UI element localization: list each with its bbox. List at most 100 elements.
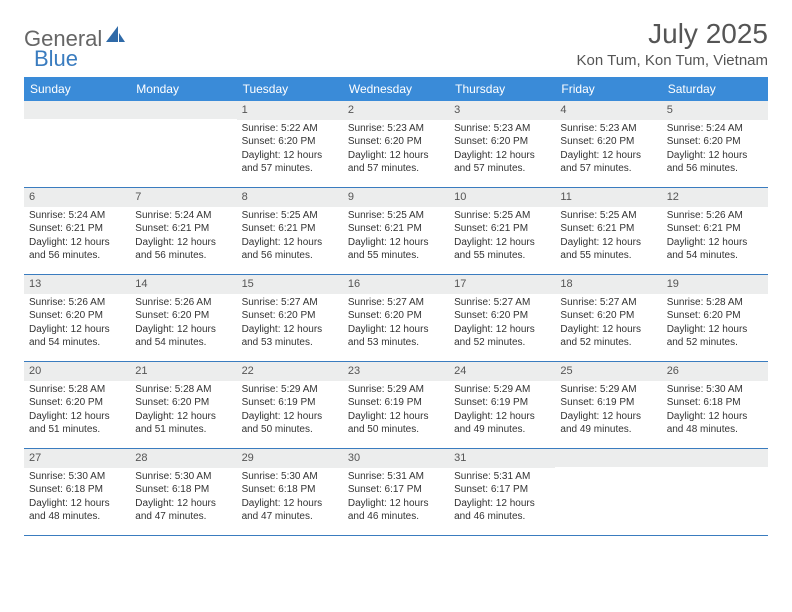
day-number: 31 — [449, 449, 555, 468]
day-line: Sunset: 6:18 PM — [667, 396, 763, 410]
dow-cell: Tuesday — [237, 77, 343, 101]
day-cell: 11Sunrise: 5:25 AMSunset: 6:21 PMDayligh… — [555, 188, 661, 274]
day-line: Daylight: 12 hours — [29, 410, 125, 424]
day-line: Daylight: 12 hours — [454, 149, 550, 163]
day-line: Sunset: 6:20 PM — [29, 309, 125, 323]
day-line: Sunset: 6:20 PM — [560, 135, 656, 149]
dow-cell: Friday — [555, 77, 661, 101]
header: General July 2025 Kon Tum, Kon Tum, Viet… — [24, 18, 768, 69]
day-cell: 1Sunrise: 5:22 AMSunset: 6:20 PMDaylight… — [237, 101, 343, 187]
day-line: Sunset: 6:21 PM — [454, 222, 550, 236]
day-line: Daylight: 12 hours — [135, 410, 231, 424]
day-line: Sunset: 6:18 PM — [135, 483, 231, 497]
day-line: Sunrise: 5:23 AM — [560, 122, 656, 136]
day-line: and 57 minutes. — [454, 162, 550, 176]
day-cell: 4Sunrise: 5:23 AMSunset: 6:20 PMDaylight… — [555, 101, 661, 187]
day-number — [24, 101, 130, 119]
day-body: Sunrise: 5:29 AMSunset: 6:19 PMDaylight:… — [343, 381, 449, 441]
day-number: 26 — [662, 362, 768, 381]
day-number: 28 — [130, 449, 236, 468]
day-cell: 30Sunrise: 5:31 AMSunset: 6:17 PMDayligh… — [343, 449, 449, 535]
day-line: Sunrise: 5:25 AM — [348, 209, 444, 223]
day-line: Sunrise: 5:24 AM — [29, 209, 125, 223]
day-body: Sunrise: 5:28 AMSunset: 6:20 PMDaylight:… — [662, 294, 768, 354]
day-line: Daylight: 12 hours — [348, 410, 444, 424]
day-line: Sunrise: 5:26 AM — [29, 296, 125, 310]
day-cell: 17Sunrise: 5:27 AMSunset: 6:20 PMDayligh… — [449, 275, 555, 361]
day-cell: 18Sunrise: 5:27 AMSunset: 6:20 PMDayligh… — [555, 275, 661, 361]
day-body: Sunrise: 5:23 AMSunset: 6:20 PMDaylight:… — [343, 120, 449, 180]
day-line: and 53 minutes. — [242, 336, 338, 350]
day-number: 16 — [343, 275, 449, 294]
day-number: 19 — [662, 275, 768, 294]
day-line: and 57 minutes. — [242, 162, 338, 176]
day-line: Sunset: 6:21 PM — [348, 222, 444, 236]
day-line: and 46 minutes. — [348, 510, 444, 524]
day-line: Sunrise: 5:22 AM — [242, 122, 338, 136]
day-body: Sunrise: 5:27 AMSunset: 6:20 PMDaylight:… — [343, 294, 449, 354]
calendar: SundayMondayTuesdayWednesdayThursdayFrid… — [24, 77, 768, 536]
day-body: Sunrise: 5:31 AMSunset: 6:17 PMDaylight:… — [343, 468, 449, 528]
day-body: Sunrise: 5:29 AMSunset: 6:19 PMDaylight:… — [449, 381, 555, 441]
day-cell: 27Sunrise: 5:30 AMSunset: 6:18 PMDayligh… — [24, 449, 130, 535]
day-line: Sunset: 6:21 PM — [560, 222, 656, 236]
day-body: Sunrise: 5:29 AMSunset: 6:19 PMDaylight:… — [237, 381, 343, 441]
day-line: Daylight: 12 hours — [454, 410, 550, 424]
day-number: 7 — [130, 188, 236, 207]
day-line: Sunrise: 5:28 AM — [29, 383, 125, 397]
day-body: Sunrise: 5:31 AMSunset: 6:17 PMDaylight:… — [449, 468, 555, 528]
day-number: 14 — [130, 275, 236, 294]
day-line: and 55 minutes. — [348, 249, 444, 263]
day-cell: 10Sunrise: 5:25 AMSunset: 6:21 PMDayligh… — [449, 188, 555, 274]
day-line: Sunrise: 5:23 AM — [454, 122, 550, 136]
day-line: Daylight: 12 hours — [348, 149, 444, 163]
day-line: Sunrise: 5:25 AM — [242, 209, 338, 223]
day-cell: 26Sunrise: 5:30 AMSunset: 6:18 PMDayligh… — [662, 362, 768, 448]
day-body: Sunrise: 5:25 AMSunset: 6:21 PMDaylight:… — [449, 207, 555, 267]
day-line: and 49 minutes. — [454, 423, 550, 437]
day-body: Sunrise: 5:27 AMSunset: 6:20 PMDaylight:… — [237, 294, 343, 354]
day-line: and 47 minutes. — [242, 510, 338, 524]
day-line: Sunset: 6:19 PM — [242, 396, 338, 410]
day-body: Sunrise: 5:23 AMSunset: 6:20 PMDaylight:… — [555, 120, 661, 180]
day-line: Sunrise: 5:30 AM — [242, 470, 338, 484]
day-line: Sunset: 6:17 PM — [454, 483, 550, 497]
day-line: and 54 minutes. — [135, 336, 231, 350]
day-line: Sunrise: 5:29 AM — [242, 383, 338, 397]
day-number: 15 — [237, 275, 343, 294]
day-line: Sunrise: 5:30 AM — [29, 470, 125, 484]
day-line: Daylight: 12 hours — [242, 236, 338, 250]
day-cell: 25Sunrise: 5:29 AMSunset: 6:19 PMDayligh… — [555, 362, 661, 448]
day-cell: 12Sunrise: 5:26 AMSunset: 6:21 PMDayligh… — [662, 188, 768, 274]
day-line: Sunset: 6:19 PM — [560, 396, 656, 410]
day-line: and 51 minutes. — [29, 423, 125, 437]
day-number — [555, 449, 661, 467]
day-line: Sunset: 6:21 PM — [29, 222, 125, 236]
day-line: and 57 minutes. — [560, 162, 656, 176]
day-cell: 22Sunrise: 5:29 AMSunset: 6:19 PMDayligh… — [237, 362, 343, 448]
day-number: 8 — [237, 188, 343, 207]
day-line: Daylight: 12 hours — [454, 497, 550, 511]
day-body: Sunrise: 5:25 AMSunset: 6:21 PMDaylight:… — [555, 207, 661, 267]
day-line: Daylight: 12 hours — [135, 236, 231, 250]
day-line: Daylight: 12 hours — [348, 236, 444, 250]
day-body: Sunrise: 5:26 AMSunset: 6:20 PMDaylight:… — [24, 294, 130, 354]
day-body: Sunrise: 5:30 AMSunset: 6:18 PMDaylight:… — [662, 381, 768, 441]
day-body: Sunrise: 5:27 AMSunset: 6:20 PMDaylight:… — [555, 294, 661, 354]
day-line: Sunrise: 5:25 AM — [454, 209, 550, 223]
day-cell — [24, 101, 130, 187]
week-row: 1Sunrise: 5:22 AMSunset: 6:20 PMDaylight… — [24, 101, 768, 188]
month-title: July 2025 — [577, 18, 768, 50]
day-line: and 52 minutes. — [454, 336, 550, 350]
day-line: Sunset: 6:20 PM — [454, 309, 550, 323]
day-cell: 29Sunrise: 5:30 AMSunset: 6:18 PMDayligh… — [237, 449, 343, 535]
day-body: Sunrise: 5:25 AMSunset: 6:21 PMDaylight:… — [343, 207, 449, 267]
day-line: and 52 minutes. — [560, 336, 656, 350]
day-line: Sunrise: 5:25 AM — [560, 209, 656, 223]
day-line: Daylight: 12 hours — [560, 323, 656, 337]
day-cell: 5Sunrise: 5:24 AMSunset: 6:20 PMDaylight… — [662, 101, 768, 187]
day-number: 22 — [237, 362, 343, 381]
day-line: Daylight: 12 hours — [560, 410, 656, 424]
day-number: 10 — [449, 188, 555, 207]
day-number: 27 — [24, 449, 130, 468]
